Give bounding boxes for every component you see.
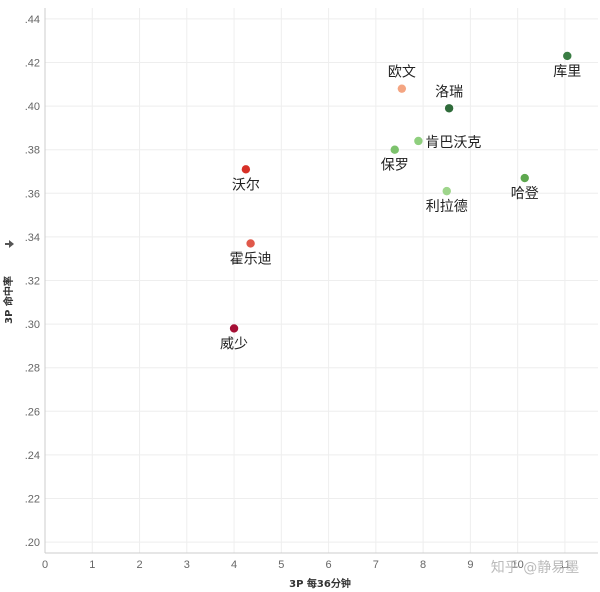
watermark: 知乎 @静易墨 [491, 559, 579, 576]
y-tick-label: .30 [25, 319, 40, 331]
point-label: 霍乐迪 [230, 251, 272, 267]
x-axis-ticks: 0 1 2 3 4 5 6 7 8 9 10 11 [42, 559, 571, 571]
sort-icon[interactable] [5, 240, 14, 248]
y-axis-title: 3P 命中率 [2, 276, 15, 324]
point-label: 洛瑞 [435, 84, 463, 100]
y-tick-label: .42 [25, 58, 40, 70]
x-tick-label: 8 [420, 559, 426, 571]
point-label: 保罗 [381, 158, 409, 174]
y-tick-label: .24 [25, 450, 40, 462]
x-tick-label: 7 [373, 559, 379, 571]
data-point[interactable] [563, 51, 572, 61]
y-tick-label: .44 [25, 14, 40, 26]
x-tick-label: 5 [278, 559, 284, 571]
x-tick-label: 1 [89, 559, 95, 571]
point-label: 哈登 [511, 186, 539, 202]
point-label: 沃尔 [232, 177, 260, 193]
y-tick-label: .22 [25, 494, 40, 506]
data-point[interactable] [442, 186, 451, 196]
x-tick-label: 11 [559, 559, 570, 571]
y-tick-label: .20 [25, 537, 40, 549]
y-axis-ticks: .20 .22 .24 .26 .28 .30 .32 .34 .36 .38 .40 .42 .44 [25, 14, 40, 549]
x-tick-label: 3 [184, 559, 190, 571]
y-tick-label: .38 [25, 145, 40, 157]
data-point[interactable] [520, 173, 529, 183]
x-tick-label: 4 [231, 559, 237, 571]
point-label: 威少 [220, 336, 248, 352]
data-point[interactable] [444, 104, 454, 113]
data-point[interactable] [414, 136, 423, 146]
y-axis-title-group: 3P 命中率 [2, 276, 15, 324]
data-point[interactable] [229, 324, 239, 333]
x-tick-label: 9 [467, 559, 473, 571]
data-point[interactable] [390, 145, 399, 154]
point-label: 欧文 [388, 65, 416, 81]
point-label: 库里 [553, 64, 581, 80]
data-point[interactable] [246, 239, 255, 248]
x-axis-title: 3P 每36分钟 [289, 577, 351, 590]
y-tick-label: .40 [25, 101, 40, 113]
point-label: 肯巴沃克 [425, 135, 481, 151]
x-tick-label: 0 [42, 559, 48, 571]
y-tick-label: .36 [25, 188, 40, 200]
y-tick-label: .32 [25, 276, 40, 288]
y-tick-label: .34 [25, 232, 40, 244]
x-tick-label: 2 [136, 559, 142, 571]
point-label: 利拉德 [426, 199, 468, 215]
data-point[interactable] [397, 84, 407, 93]
grid [44, 8, 598, 554]
data-point[interactable] [241, 165, 251, 174]
x-tick-label: 6 [326, 559, 332, 571]
x-tick-label: 10 [512, 559, 524, 571]
y-tick-label: .26 [25, 406, 40, 418]
y-tick-label: .28 [25, 363, 40, 375]
